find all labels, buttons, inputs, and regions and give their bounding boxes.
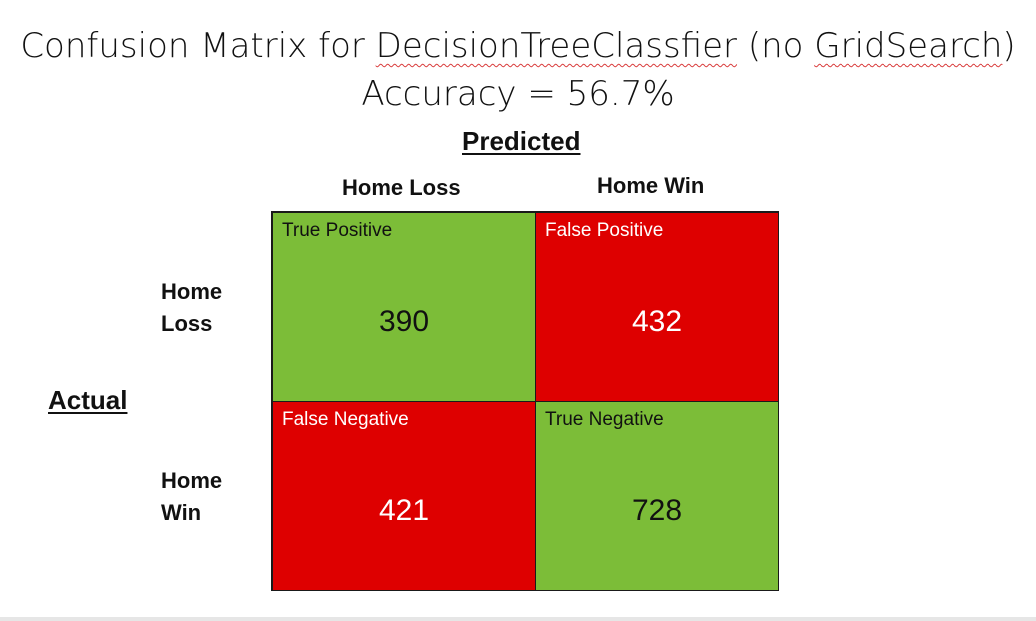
cell-true-negative-label: True Negative bbox=[545, 409, 664, 430]
row-label-home-loss-line-1: Home bbox=[161, 279, 223, 304]
title-search-name: GridSearch bbox=[814, 26, 1003, 66]
row-label-home-win-line-2: Win bbox=[161, 500, 202, 525]
row-label-home-loss-line-2: Loss bbox=[161, 311, 213, 336]
cell-true-negative-value: 728 bbox=[631, 494, 683, 527]
actual-axis-heading: Actual bbox=[48, 385, 128, 415]
confusion-matrix: True Positive 390 False Positive 432 Fal… bbox=[271, 211, 779, 591]
cell-false-negative: False Negative 421 bbox=[272, 401, 536, 591]
row-label-home-win: Home Win bbox=[161, 465, 222, 529]
accuracy-title: Accuracy = 56.7% bbox=[361, 74, 675, 114]
title-line-1: Confusion Matrix for DecisionTreeClassfi… bbox=[0, 26, 1036, 66]
cell-true-positive-value: 390 bbox=[378, 305, 430, 338]
cell-true-positive: True Positive 390 bbox=[272, 212, 536, 402]
cell-true-negative: True Negative 728 bbox=[535, 401, 779, 591]
column-label-home-win: Home Win bbox=[597, 173, 705, 198]
cell-false-positive-label: False Positive bbox=[545, 220, 664, 241]
title-prefix: Confusion Matrix for bbox=[20, 26, 376, 66]
predicted-axis-heading: Predicted bbox=[462, 126, 581, 156]
column-label-home-loss: Home Loss bbox=[342, 175, 461, 200]
row-label-home-win-line-1: Home bbox=[161, 468, 223, 493]
title-model-name: DecisionTreeClassfier bbox=[375, 26, 738, 66]
cell-false-positive: False Positive 432 bbox=[535, 212, 779, 402]
cell-true-positive-label: True Positive bbox=[282, 220, 393, 241]
title-suffix: ) bbox=[1002, 26, 1016, 66]
slide-bottom-edge bbox=[0, 617, 1036, 621]
cell-false-negative-label: False Negative bbox=[282, 409, 409, 430]
cell-false-negative-value: 421 bbox=[378, 494, 430, 527]
cell-false-positive-value: 432 bbox=[631, 305, 683, 338]
title-middle: (no bbox=[737, 26, 815, 66]
row-label-home-loss: Home Loss bbox=[161, 276, 222, 340]
